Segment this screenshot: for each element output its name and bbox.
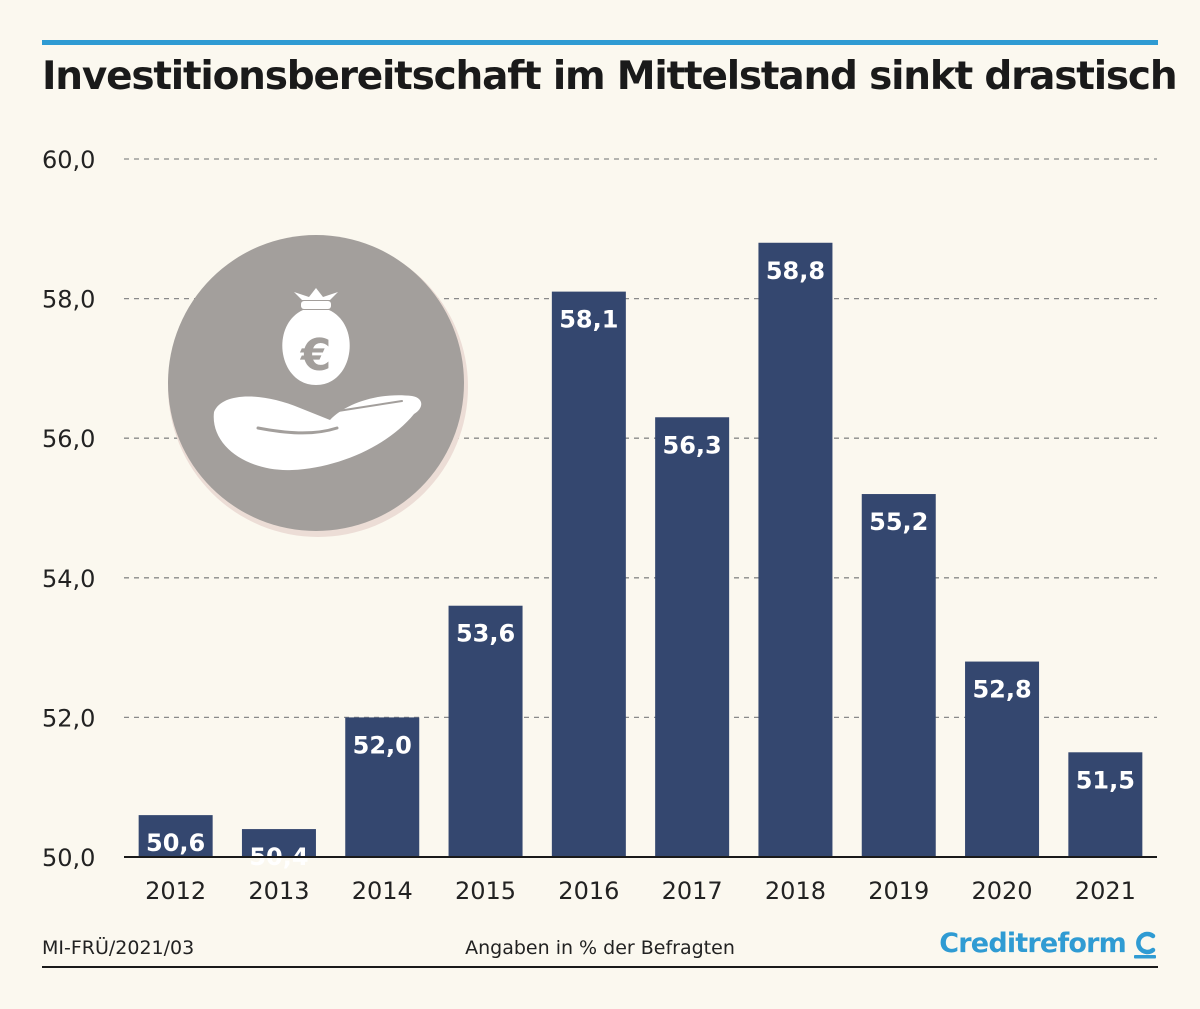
bar	[241, 829, 316, 857]
bar-value-label: 58,8	[766, 257, 825, 285]
bar	[1068, 752, 1143, 857]
y-tick-label: 56,0	[42, 425, 95, 453]
bar	[758, 242, 833, 857]
brand-logo: Creditreform	[939, 928, 1158, 959]
top-accent-rule	[42, 40, 1158, 45]
x-tick-label: 2013	[248, 877, 309, 905]
bar	[655, 417, 730, 857]
money-bag-on-hand-icon: €	[168, 235, 468, 537]
bar-value-label: 55,2	[869, 508, 928, 536]
bar-value-label: 50,6	[146, 829, 205, 857]
y-tick-label: 60,0	[42, 146, 95, 174]
bar-value-label: 52,0	[353, 731, 412, 759]
y-tick-label: 52,0	[42, 704, 95, 732]
bar-value-label: 51,5	[1076, 766, 1135, 794]
bar	[551, 291, 626, 857]
x-tick-label: 2020	[972, 877, 1033, 905]
x-tick-label: 2019	[868, 877, 929, 905]
x-tick-label: 2015	[455, 877, 516, 905]
bar-value-label: 58,1	[559, 306, 618, 334]
axes: 50,0 52,0 54,0 56,0 58,0 60,0 2012 2013 2014 2015…	[42, 146, 1157, 905]
bar	[861, 494, 936, 857]
x-tick-label: 2014	[352, 877, 413, 905]
x-tick-label: 2012	[145, 877, 206, 905]
y-tick-label: 54,0	[42, 565, 95, 593]
y-tick-label: 50,0	[42, 844, 95, 872]
bars: 50,6 50,452,053,658,156,358,855,252,851,5	[138, 242, 1143, 871]
bar	[965, 661, 1040, 857]
units-note: Angaben in % der Befragten	[465, 937, 735, 959]
bar	[448, 605, 523, 857]
bar	[345, 717, 420, 857]
x-tick-label: 2021	[1075, 877, 1136, 905]
source-code: MI-FRÜ/2021/03	[42, 937, 195, 959]
bar-value-label: 52,8	[972, 676, 1031, 704]
x-tick-label: 2016	[558, 877, 619, 905]
chart-title: Investitionsbereitschaft im Mittelstand …	[42, 54, 1178, 99]
brand-name: Creditreform	[939, 928, 1127, 959]
bar-value-label: 56,3	[663, 431, 722, 459]
svg-text:€: €	[300, 330, 332, 381]
bottom-rule	[42, 966, 1158, 968]
bar	[138, 815, 213, 857]
creditreform-c-icon	[1134, 931, 1156, 958]
x-tick-label: 2018	[765, 877, 826, 905]
x-tick-label: 2017	[662, 877, 723, 905]
y-tick-label: 58,0	[42, 286, 95, 314]
bar-value-label: 53,6	[456, 620, 515, 648]
